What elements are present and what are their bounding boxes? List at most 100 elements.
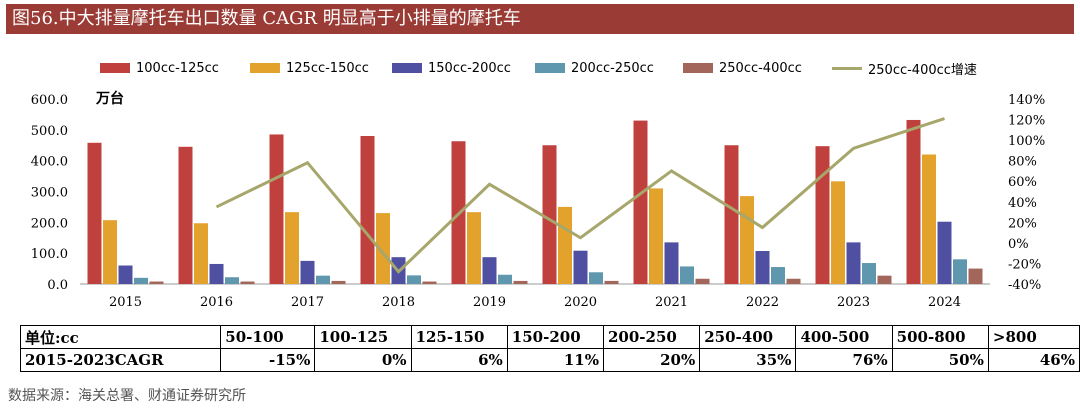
x-tick-label: 2023	[837, 295, 870, 310]
bar	[240, 281, 255, 284]
bar	[831, 181, 845, 284]
y-right-tick-label: -40%	[1008, 278, 1041, 293]
bar	[331, 280, 346, 284]
figure-title: 图56.中大排量摩托车出口数量 CAGR 明显高于小排量的摩托车	[6, 4, 1074, 34]
bar	[285, 212, 299, 284]
y-left-tick-label: 500.0	[31, 124, 68, 139]
y-left-tick-label: 200.0	[31, 216, 68, 231]
bar	[953, 259, 967, 284]
bar	[633, 120, 648, 284]
y-left-tick-label: 300.0	[31, 186, 68, 201]
bar	[300, 260, 315, 284]
cagr-table: 单位:cc 50-100 100-125 125-150 150-200 200-250 2…	[19, 325, 1080, 372]
bar	[558, 206, 572, 284]
bar	[134, 277, 148, 284]
x-tick-label: 2016	[200, 295, 233, 310]
bar	[695, 278, 710, 284]
x-tick-label: 2018	[382, 295, 415, 310]
bar	[269, 134, 284, 284]
bar	[482, 257, 497, 284]
y-left-tick-label: 600.0	[31, 93, 68, 108]
table-header-cell: 150-200	[506, 325, 605, 349]
bar	[209, 263, 224, 284]
bar	[87, 142, 102, 284]
legend-label: 200cc-250cc	[571, 60, 654, 76]
bar	[771, 267, 785, 284]
legend-swatch	[683, 63, 713, 73]
bar	[225, 277, 239, 284]
table-header-cell: 500-800	[891, 325, 989, 349]
x-tick-label: 2019	[473, 295, 506, 310]
table-header-cell: 400-500	[795, 325, 893, 349]
table-cell: 6%	[410, 348, 508, 372]
legend-item: 250cc-400cc增速	[832, 58, 977, 78]
y-right-tick-label: 0%	[1008, 237, 1029, 252]
source-note: 数据来源：海关总署、财通证券研究所	[8, 388, 246, 404]
bar	[680, 266, 694, 284]
x-tick-label: 2015	[109, 295, 142, 310]
bar	[149, 281, 164, 284]
x-tick-label: 2022	[746, 295, 779, 310]
legend-swatch	[535, 63, 565, 73]
table-cell: 46%	[987, 348, 1080, 372]
table-cell: 50%	[891, 348, 989, 372]
x-tick-label: 2024	[928, 295, 961, 310]
y-unit-label: 万台	[95, 90, 124, 107]
table-cell: -15%	[220, 348, 316, 372]
y-left-tick-label: 0.0	[47, 278, 68, 293]
x-tick-label: 2021	[655, 295, 688, 310]
table-header-cell: 100-125	[314, 325, 412, 349]
legend-item: 150cc-200cc	[392, 58, 511, 78]
bar	[906, 119, 921, 284]
bar	[422, 281, 437, 284]
bar	[589, 272, 603, 284]
legend-label: 250cc-400cc	[719, 60, 802, 76]
table-header-row: 单位:cc 50-100 100-125 125-150 150-200 200-250 2…	[19, 325, 1080, 349]
y-right-tick-label: 100%	[1008, 134, 1045, 149]
x-tick-label: 2017	[291, 295, 324, 310]
y-right-tick-label: -20%	[1008, 257, 1041, 272]
legend-swatch	[832, 66, 862, 70]
bar	[194, 223, 208, 284]
table-header-cell: 250-400	[699, 325, 797, 349]
y-right-tick-label: 80%	[1008, 155, 1037, 170]
bar	[786, 278, 801, 284]
table-cell: 20%	[602, 348, 701, 372]
bar	[877, 275, 892, 284]
bar	[178, 146, 193, 284]
legend-label: 100cc-125cc	[136, 60, 219, 76]
table-value-row: 2015-2023CAGR -15% 0% 6% 11% 20% 35% 76% 50% 46%	[19, 348, 1080, 372]
bar	[937, 221, 952, 284]
bar	[513, 280, 528, 284]
bar	[846, 242, 861, 284]
table-header-cell: >800	[987, 325, 1080, 349]
legend-swatch	[392, 63, 422, 73]
legend-item: 200cc-250cc	[535, 58, 654, 78]
bar	[649, 188, 663, 284]
chart-legend: 100cc-125cc 125cc-150cc 150cc-200cc 200cc-2…	[0, 58, 1080, 78]
bar	[740, 196, 754, 284]
bar	[467, 212, 481, 284]
y-right-tick-label: 40%	[1008, 196, 1037, 211]
y-right-tick-label: 60%	[1008, 175, 1037, 190]
table-header-cell: 单位:cc	[19, 325, 222, 349]
x-tick-label: 2020	[564, 295, 597, 310]
bar	[604, 280, 619, 284]
table-header-cell: 125-150	[410, 325, 508, 349]
bar-line-chart: 0.0 100.0 200.0 300.0 400.0 500.0 600.0 -40% -20…	[31, 90, 1045, 310]
bar	[664, 242, 679, 284]
y-left-tick-label: 100.0	[31, 247, 68, 262]
bar	[815, 146, 830, 284]
legend-label: 125cc-150cc	[286, 60, 369, 76]
bar	[573, 250, 588, 284]
bar	[862, 263, 876, 284]
bar	[407, 275, 421, 284]
table-cell: 0%	[314, 348, 412, 372]
table-cell: 76%	[795, 348, 893, 372]
bar	[922, 154, 936, 284]
bar	[316, 275, 330, 284]
bar	[376, 213, 390, 284]
bar	[103, 220, 117, 284]
bar	[498, 274, 512, 284]
table-cell: 11%	[506, 348, 605, 372]
